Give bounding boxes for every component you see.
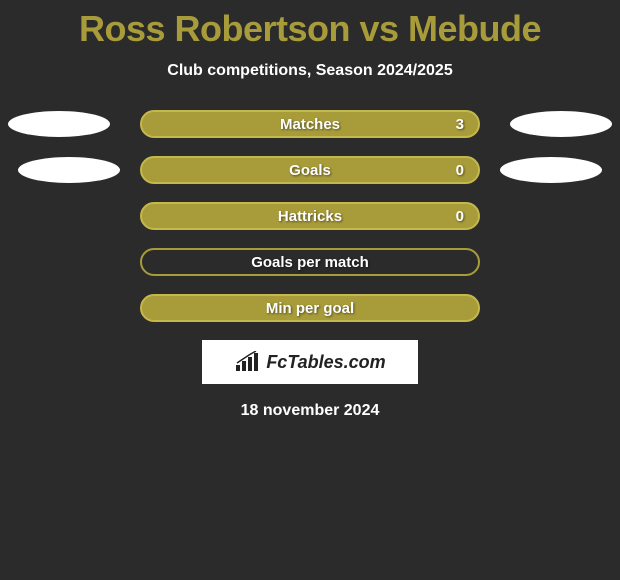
stat-row-min-per-goal: Min per goal xyxy=(0,294,620,322)
chart-icon xyxy=(234,351,262,373)
stats-area: Matches 3 Goals 0 Hattricks 0 Goals per … xyxy=(0,110,620,322)
page-title: Ross Robertson vs Mebude xyxy=(0,8,620,50)
stat-bar-min-per-goal: Min per goal xyxy=(140,294,480,322)
ellipse-left-icon xyxy=(8,111,110,137)
stat-row-goals-per-match: Goals per match xyxy=(0,248,620,276)
stat-value: 0 xyxy=(456,208,464,225)
stat-label: Goals per match xyxy=(251,254,369,271)
ellipse-right-icon xyxy=(510,111,612,137)
logo-text: FcTables.com xyxy=(266,352,385,373)
stat-bar-hattricks: Hattricks 0 xyxy=(140,202,480,230)
stat-value: 0 xyxy=(456,162,464,179)
stat-label: Hattricks xyxy=(278,208,342,225)
logo-box: FcTables.com xyxy=(202,340,418,384)
stat-bar-goals-per-match: Goals per match xyxy=(140,248,480,276)
stat-label: Goals xyxy=(289,162,331,179)
stat-bar-matches: Matches 3 xyxy=(140,110,480,138)
stat-row-hattricks: Hattricks 0 xyxy=(0,202,620,230)
date-label: 18 november 2024 xyxy=(0,402,620,420)
subtitle: Club competitions, Season 2024/2025 xyxy=(0,62,620,80)
stat-row-goals: Goals 0 xyxy=(0,156,620,184)
logo-content: FcTables.com xyxy=(234,351,385,373)
stat-label: Min per goal xyxy=(266,300,354,317)
stat-label: Matches xyxy=(280,116,340,133)
main-container: Ross Robertson vs Mebude Club competitio… xyxy=(0,0,620,420)
stat-bar-goals: Goals 0 xyxy=(140,156,480,184)
ellipse-left-icon xyxy=(18,157,120,183)
stat-row-matches: Matches 3 xyxy=(0,110,620,138)
ellipse-right-icon xyxy=(500,157,602,183)
stat-value: 3 xyxy=(456,116,464,133)
